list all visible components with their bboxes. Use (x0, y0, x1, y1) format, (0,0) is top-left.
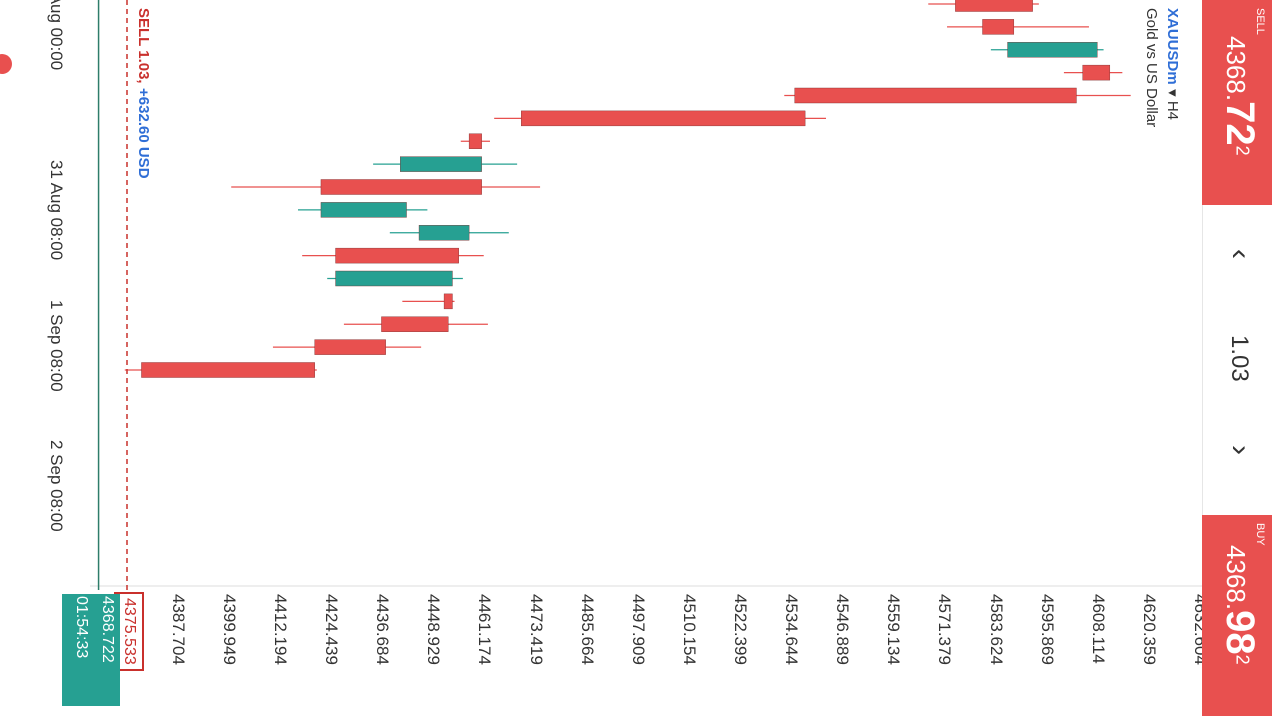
price-tick-label: 4608.114 (1088, 594, 1108, 664)
price-tick-label: 4620.359 (1139, 594, 1159, 665)
candle (928, 0, 1039, 12)
order-label: SELL 1.03, +632.60 USD (134, 8, 152, 179)
candle-body (381, 316, 449, 332)
price-tick-label: 4559.134 (884, 594, 904, 665)
buy-price: 4368.982 (1218, 545, 1262, 665)
candle-body (141, 362, 315, 378)
price-tick-label: 4510.154 (679, 594, 699, 665)
candle (343, 316, 488, 332)
candle (389, 225, 509, 241)
candle (302, 247, 484, 264)
price-tick-label: 4571.379 (935, 594, 955, 665)
candle-body (335, 270, 453, 287)
candle (990, 42, 1104, 58)
time-tick-label: 29 Aug 00:00 (47, 0, 66, 71)
notification-badge-icon[interactable] (0, 54, 12, 74)
time-tick-label: 2 Sep 08:00 (47, 440, 66, 532)
candle-body (468, 133, 482, 149)
sell-button[interactable]: SELL 4368.722 (1202, 0, 1272, 205)
lot-selector: ‹ 1.03 › (1202, 205, 1272, 515)
candle-body (335, 247, 459, 264)
price-tick-label: 4387.704 (168, 594, 188, 665)
candle-body (320, 179, 482, 195)
instrument-description: Gold vs US Dollar (1143, 8, 1160, 128)
candle-body (521, 110, 806, 127)
price-tick-label: 4595.869 (1037, 594, 1057, 665)
candle (1063, 64, 1123, 81)
increase-lot-button[interactable]: › (1223, 445, 1257, 455)
candle (272, 339, 422, 355)
sell-price: 4368.722 (1218, 36, 1262, 156)
current-price-tag: 4368.722 01:54:33 (62, 594, 120, 706)
price-tick-label: 4473.419 (526, 594, 546, 665)
candle-body (794, 87, 1077, 104)
timeframe-selector[interactable]: ▾ H4 (1164, 89, 1181, 121)
symbol-name[interactable]: XAUUSDm (1164, 8, 1181, 85)
candle (494, 110, 826, 127)
price-tick-label: 4461.174 (475, 594, 495, 665)
price-tick-label: 4424.439 (322, 594, 342, 665)
candle (373, 156, 518, 172)
price-tick-label: 4436.684 (373, 594, 393, 665)
price-chart[interactable] (0, 0, 1202, 716)
price-tick-label: 4534.644 (782, 594, 802, 665)
price-tick-label: 4522.399 (731, 594, 750, 665)
candle (231, 179, 541, 195)
price-tick-label: 4546.889 (833, 594, 853, 665)
candle-body (443, 293, 453, 310)
candle (460, 133, 490, 149)
buy-caption: BUY (1254, 523, 1266, 546)
candle-body (418, 225, 470, 241)
candle-body (1082, 64, 1111, 81)
candle-body (955, 0, 1033, 12)
candle (402, 293, 455, 310)
chevron-right-icon: › (1224, 445, 1257, 455)
candles (124, 0, 1131, 378)
candle (784, 87, 1131, 104)
price-tick-label: 4497.909 (628, 594, 648, 665)
price-tick-label: 4583.624 (986, 594, 1006, 665)
time-tick-label: 1 Sep 08:00 (47, 300, 66, 392)
candle-body (1007, 42, 1098, 58)
candle-body (320, 202, 407, 218)
price-tick-label: 4448.929 (424, 594, 444, 665)
candle (124, 362, 317, 378)
price-lines (97, 0, 128, 590)
candle (947, 19, 1089, 35)
candle-body (982, 19, 1015, 35)
buy-button[interactable]: BUY 4368.982 (1202, 515, 1272, 716)
candle (327, 270, 463, 287)
price-tick-label: 4485.664 (577, 594, 597, 665)
instrument-info: XAUUSDm ▾ H4 (1163, 8, 1182, 120)
sell-caption: SELL (1254, 8, 1266, 35)
candle-body (314, 339, 386, 355)
decrease-lot-button[interactable]: ‹ (1223, 249, 1257, 259)
chevron-left-icon: ‹ (1224, 249, 1257, 259)
candle-countdown: 01:54:33 (73, 596, 90, 659)
time-tick-label: 31 Aug 08:00 (47, 160, 66, 261)
candle-body (400, 156, 482, 172)
price-tick-label: 4399.949 (219, 594, 239, 665)
order-side-volume: SELL 1.03, (135, 8, 152, 84)
price-tick-label: 4412.194 (271, 594, 291, 665)
lot-size-value[interactable]: 1.03 (1226, 335, 1253, 382)
order-profit: +632.60 USD (135, 88, 152, 179)
current-price: 4368.722 (99, 596, 116, 663)
candle (297, 202, 428, 218)
